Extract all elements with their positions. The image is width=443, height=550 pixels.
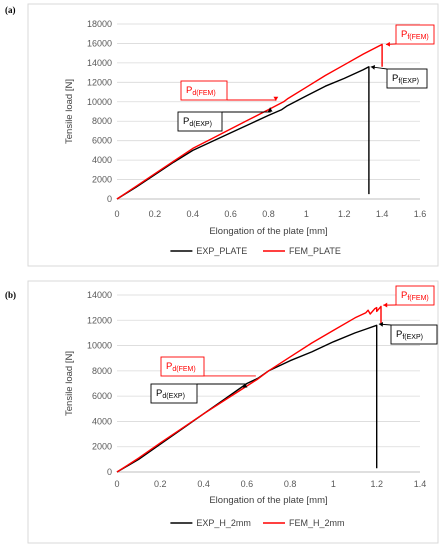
annotation-arrowhead xyxy=(378,321,384,327)
x-tick-label: 0.8 xyxy=(284,479,297,489)
annotation-fexp: Pf(EXP) xyxy=(370,64,428,89)
legend-label: EXP_PLATE xyxy=(196,246,247,256)
y-tick-label: 14000 xyxy=(87,58,112,68)
annotation-dfem: Pd(FEM) xyxy=(160,356,256,377)
y-tick-label: 6000 xyxy=(92,136,112,146)
annotation-subscript: d(EXP) xyxy=(189,121,212,128)
annotation-arrowhead xyxy=(242,383,248,388)
x-tick-label: 0.4 xyxy=(186,209,199,219)
annotation-fexp: Pf(EXP) xyxy=(378,321,438,345)
x-tick-label: 0.6 xyxy=(224,209,237,219)
annotation-box xyxy=(177,111,223,132)
chart-frame xyxy=(27,280,439,544)
legend-label: EXP_H_2mm xyxy=(196,518,251,528)
x-tick-label: 0.4 xyxy=(197,479,210,489)
x-tick-label: 0 xyxy=(114,209,119,219)
annotation-subscript: f(EXP) xyxy=(398,78,419,85)
y-tick-label: 6000 xyxy=(92,391,112,401)
annotation-dfem: Pd(FEM) xyxy=(180,80,279,101)
chart-panel-a: (a) 0 2000 4000 6000 8000 10000 12000 14000 16000… xyxy=(5,3,439,267)
series-line-fem xyxy=(116,305,382,473)
y-tick-label: 2000 xyxy=(92,442,112,452)
annotation-subscript: f(FEM) xyxy=(407,295,428,302)
annotation-dexp: Pd(EXP) xyxy=(177,107,273,132)
annotation-box xyxy=(150,383,198,404)
x-tick-label: 1.4 xyxy=(414,479,427,489)
annotation-subscript: d(FEM) xyxy=(172,366,195,373)
series-line-exp xyxy=(116,66,370,200)
y-tick-label: 8000 xyxy=(92,366,112,376)
x-tick-label: 0.2 xyxy=(154,479,167,489)
x-tick-label: 0.6 xyxy=(241,479,254,489)
annotation-arrow-line xyxy=(197,383,246,385)
annotation-ffem: Pf(FEM) xyxy=(383,285,435,308)
annotation-arrowhead xyxy=(273,96,279,101)
x-axis-title: Elongation of the plate [mm] xyxy=(209,495,327,506)
x-tick-label: 0 xyxy=(114,479,119,489)
y-tick-label: 4000 xyxy=(92,416,112,426)
x-tick-label: 0.8 xyxy=(262,209,275,219)
annotation-box xyxy=(390,324,438,345)
annotation-subscript: d(EXP) xyxy=(162,393,185,400)
legend: EXP_H_2mm FEM_H_2mm xyxy=(170,518,345,528)
annotation-box xyxy=(180,80,228,101)
y-tick-label: 0 xyxy=(107,194,112,204)
annotation-arrowhead xyxy=(383,302,388,308)
y-tick-label: 12000 xyxy=(87,315,112,325)
y-tick-label: 2000 xyxy=(92,175,112,185)
annotation-box xyxy=(395,24,435,45)
legend-label: FEM_H_2mm xyxy=(289,518,345,528)
y-tick-label: 10000 xyxy=(87,97,112,107)
annotation-subscript: d(FEM) xyxy=(192,90,215,97)
x-tick-label: 1 xyxy=(304,209,309,219)
annotation-subscript: f(EXP) xyxy=(402,334,423,341)
annotation-box xyxy=(160,356,205,377)
annotation-arrowhead xyxy=(267,107,273,112)
annotation-subscript: f(FEM) xyxy=(407,34,428,41)
x-axis-title: Elongation of the plate [mm] xyxy=(209,226,327,237)
annotation-arrowhead xyxy=(370,64,376,70)
x-tick-label: 0.2 xyxy=(149,209,162,219)
panel-label: (a) xyxy=(5,5,16,15)
panel-label: (b) xyxy=(5,290,16,300)
legend: EXP_PLATE FEM_PLATE xyxy=(170,246,341,256)
y-axis-title: Tensile load [N] xyxy=(64,351,75,416)
y-tick-label: 18000 xyxy=(87,19,112,29)
y-tick-label: 0 xyxy=(107,467,112,477)
annotation-box xyxy=(386,68,428,89)
annotation-arrowhead xyxy=(385,41,391,47)
legend-label: FEM_PLATE xyxy=(289,246,341,256)
y-tick-label: 8000 xyxy=(92,116,112,126)
x-tick-label: 1.2 xyxy=(370,479,383,489)
x-tick-label: 1.6 xyxy=(414,209,427,219)
x-tick-label: 1.4 xyxy=(376,209,389,219)
y-tick-label: 14000 xyxy=(87,290,112,300)
y-tick-label: 12000 xyxy=(87,77,112,87)
chart-frame xyxy=(27,3,439,267)
y-tick-label: 4000 xyxy=(92,155,112,165)
x-tick-label: 1.2 xyxy=(338,209,351,219)
annotation-box xyxy=(395,285,435,306)
y-axis-title: Tensile load [N] xyxy=(64,79,75,144)
series-line-fem xyxy=(116,43,383,200)
chart-panel-b: (b) 0 2000 4000 6000 8000 10000 12000 14000 0 0.2 0… xyxy=(5,280,439,544)
annotation-ffem: Pf(FEM) xyxy=(385,24,435,47)
y-tick-label: 10000 xyxy=(87,341,112,351)
x-tick-label: 1 xyxy=(331,479,336,489)
annotation-dexp: Pd(EXP) xyxy=(150,383,248,404)
y-tick-label: 16000 xyxy=(87,38,112,48)
